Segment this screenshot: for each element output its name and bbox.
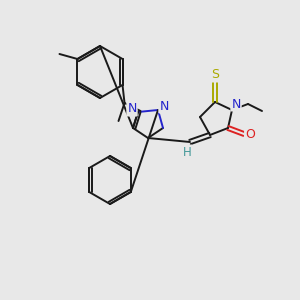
Text: H: H	[183, 146, 191, 158]
Text: S: S	[211, 68, 219, 82]
Text: O: O	[245, 128, 255, 140]
Text: N: N	[159, 100, 169, 112]
Text: N: N	[127, 103, 137, 116]
Text: N: N	[231, 98, 241, 110]
